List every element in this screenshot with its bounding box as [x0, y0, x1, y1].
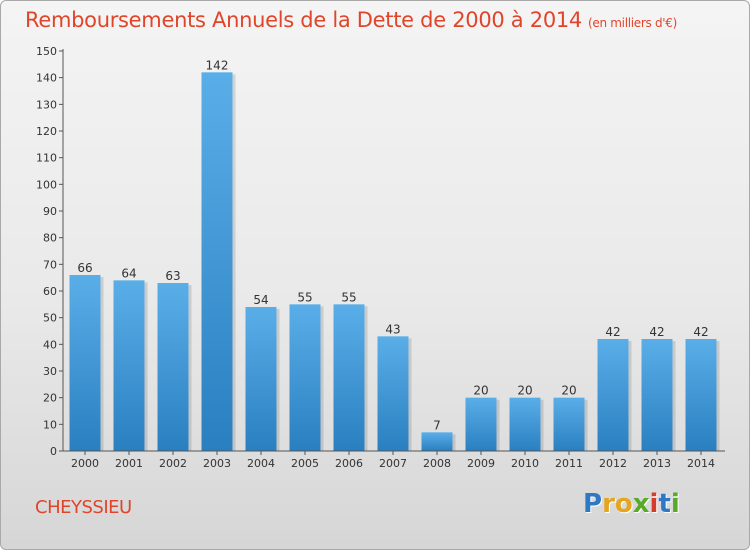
data-label: 54 [253, 293, 268, 307]
bar [289, 304, 321, 451]
y-tick-label: 120 [36, 125, 57, 138]
y-tick-label: 110 [36, 152, 57, 165]
bar [201, 72, 233, 451]
chart-unit: (en milliers d'€) [588, 16, 678, 30]
bar [421, 432, 453, 451]
data-label: 63 [165, 269, 180, 283]
data-label: 42 [649, 325, 664, 339]
data-label: 20 [561, 384, 576, 398]
x-tick-label: 2006 [335, 457, 363, 470]
bar [333, 304, 365, 451]
x-tick-label: 2001 [115, 457, 143, 470]
data-label: 64 [121, 266, 136, 280]
x-tick-label: 2012 [599, 457, 627, 470]
logo-letter: r [602, 489, 615, 519]
y-tick-label: 140 [36, 72, 57, 85]
bar [553, 397, 585, 451]
data-label: 42 [693, 325, 708, 339]
y-tick-label: 80 [43, 232, 57, 245]
y-tick-label: 30 [43, 365, 57, 378]
x-tick-label: 2009 [467, 457, 495, 470]
y-tick-label: 10 [43, 418, 57, 431]
x-tick-label: 2002 [159, 457, 187, 470]
data-label: 55 [341, 290, 356, 304]
bar [245, 307, 277, 451]
data-label: 66 [77, 261, 92, 275]
y-tick-label: 0 [50, 445, 57, 458]
bar [377, 336, 409, 451]
bar [597, 339, 629, 451]
x-tick-label: 2013 [643, 457, 671, 470]
x-tick-label: 2005 [291, 457, 319, 470]
data-label: 142 [206, 58, 229, 72]
logo-letter: t [658, 489, 671, 519]
logo-letter: i [670, 489, 680, 519]
bar [69, 275, 101, 451]
y-tick-label: 150 [36, 45, 57, 58]
x-tick-label: 2007 [379, 457, 407, 470]
y-tick-label: 40 [43, 338, 57, 351]
data-label: 43 [385, 322, 400, 336]
proxiti-logo: Proxiti [583, 489, 680, 519]
logo-letter: P [583, 489, 603, 519]
y-tick-label: 100 [36, 178, 57, 191]
data-label: 55 [297, 290, 312, 304]
logo-letter: x [632, 489, 650, 519]
x-tick-label: 2011 [555, 457, 583, 470]
bar [465, 397, 497, 451]
y-tick-label: 90 [43, 205, 57, 218]
logo-letter: o [614, 489, 633, 519]
y-tick-label: 20 [43, 392, 57, 405]
bar [685, 339, 717, 451]
x-tick-label: 2014 [687, 457, 715, 470]
data-label: 7 [433, 418, 441, 432]
bar [641, 339, 673, 451]
chart-title: Remboursements Annuels de la Dette de 20… [25, 8, 677, 32]
x-tick-label: 2003 [203, 457, 231, 470]
x-tick-label: 2008 [423, 457, 451, 470]
x-tick-label: 2004 [247, 457, 275, 470]
x-tick-label: 2000 [71, 457, 99, 470]
chart-title-text: Remboursements Annuels de la Dette de 20… [25, 8, 582, 32]
bar [157, 283, 189, 451]
y-tick-label: 70 [43, 258, 57, 271]
commune-name: CHEYSSIEU [35, 497, 132, 518]
bar [113, 280, 145, 451]
logo-letter: i [649, 489, 659, 519]
x-tick-label: 2010 [511, 457, 539, 470]
data-label: 20 [517, 384, 532, 398]
data-label: 42 [605, 325, 620, 339]
data-label: 20 [473, 384, 488, 398]
y-tick-label: 60 [43, 285, 57, 298]
y-tick-label: 50 [43, 312, 57, 325]
y-tick-label: 130 [36, 98, 57, 111]
bar [509, 397, 541, 451]
